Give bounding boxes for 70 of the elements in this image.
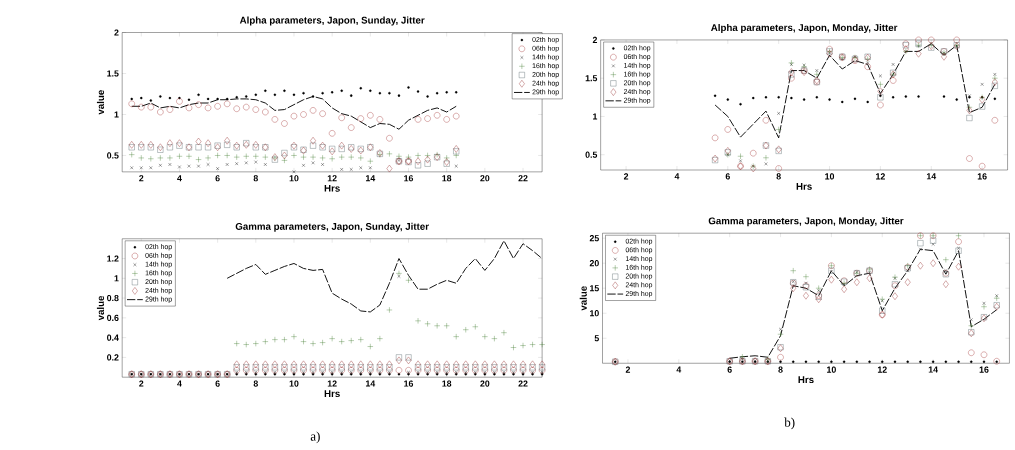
text: a): [310, 431, 320, 444]
x-tick-label: 16: [977, 173, 987, 180]
chart-title: Gamma parameters, Japon, Sunday, Jitter: [235, 222, 429, 232]
x-tick-label: 18: [442, 175, 452, 182]
x-tick-label: 2: [139, 175, 144, 182]
x-tick-label: 12: [877, 366, 887, 373]
y-tick-label: 1.2: [107, 255, 119, 262]
x-tick-label: 8: [253, 380, 258, 387]
x-tick-label: 4: [177, 380, 182, 387]
x-tick-label: 2: [623, 173, 629, 180]
x-tick-label: 10: [827, 366, 836, 373]
y-tick-label: 1: [114, 111, 119, 118]
x-tick-label: 10: [289, 175, 299, 182]
x-tick-label: 14: [365, 175, 376, 182]
x-axis-title: Hrs: [324, 390, 340, 398]
x-tick-label: 20: [480, 175, 490, 182]
y-axis-title: value: [579, 286, 587, 311]
x-tick-label: 4: [177, 175, 182, 182]
x-axis-title: Hrs: [798, 376, 814, 384]
y-tick-label: 5: [594, 335, 599, 342]
y-tick-label: 10: [590, 310, 599, 317]
x-tick-label: 6: [725, 173, 730, 180]
x-tick-label: 14: [928, 366, 938, 373]
chart-title: Alpha parameters, Japon, Sunday, Jitter: [239, 16, 425, 26]
y-tick-label: 1: [114, 275, 119, 282]
y-tick-label: 0.5: [107, 152, 119, 159]
x-tick-label: 8: [778, 366, 783, 373]
x-tick-label: 12: [876, 173, 885, 180]
x-tick-label: 16: [404, 175, 414, 182]
y-tick-label: 1: [593, 113, 598, 120]
y-tick-label: 25: [589, 235, 599, 242]
y-tick-label: 0.8: [107, 295, 119, 302]
y-tick-label: 20: [589, 260, 599, 267]
y-tick-label: 0.2: [107, 354, 119, 361]
x-tick-label: 6: [215, 380, 220, 387]
x-tick-label: 8: [776, 173, 781, 180]
y-tick-label: 15: [590, 285, 599, 292]
x-tick-label: 16: [404, 380, 414, 387]
x-tick-label: 4: [674, 173, 680, 180]
x-tick-label: 4: [676, 366, 682, 373]
y-tick-label: 2: [592, 37, 598, 44]
x-tick-label: 14: [365, 380, 376, 387]
x-tick-label: 6: [727, 366, 732, 373]
y-tick-label: 0.5: [585, 151, 598, 158]
y-tick-label: 1.5: [107, 70, 119, 77]
x-tick-label: 6: [215, 175, 220, 182]
x-tick-label: 16: [979, 366, 989, 373]
x-tick-label: 22: [518, 380, 528, 387]
x-axis-title: Hrs: [796, 183, 812, 191]
x-tick-label: 10: [825, 173, 835, 180]
x-axis-title: Hrs: [324, 185, 340, 192]
y-tick-label: 0.6: [107, 314, 119, 322]
y-tick-label: 2: [114, 29, 119, 36]
x-tick-label: 20: [480, 380, 490, 387]
x-tick-label: 10: [289, 380, 299, 387]
y-axis-title: value: [96, 296, 105, 321]
chart-title: Gamma parameters, Japon, Monday, Jitter: [708, 217, 904, 227]
x-tick-label: 2: [139, 380, 144, 387]
x-tick-label: 12: [327, 175, 337, 182]
x-tick-label: 18: [442, 380, 452, 387]
chart-title: Alpha parameters, Japon, Monday, Jitter: [711, 24, 898, 34]
y-axis-title: value: [96, 90, 105, 115]
x-tick-label: 2: [625, 366, 631, 373]
text: b): [784, 417, 795, 430]
x-tick-label: 14: [926, 173, 937, 180]
x-tick-label: 22: [518, 175, 528, 182]
y-tick-label: 1.5: [585, 75, 598, 82]
y-tick-label: 0.4: [107, 334, 119, 341]
x-tick-label: 8: [253, 175, 258, 182]
x-tick-label: 12: [327, 380, 337, 387]
